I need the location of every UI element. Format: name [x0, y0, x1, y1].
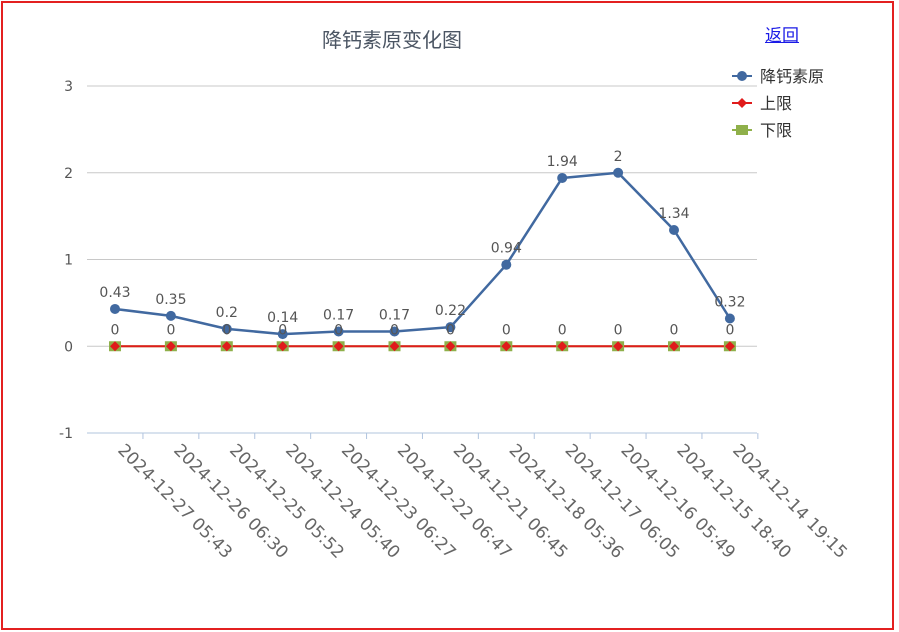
y-tick-label: -1 [59, 426, 73, 442]
data-point [333, 341, 344, 352]
data-point [389, 341, 400, 352]
data-label: 0.17 [323, 308, 354, 324]
data-label: 0.43 [99, 285, 130, 301]
y-tick-label: 3 [64, 79, 73, 95]
y-tick-label: 1 [64, 253, 73, 269]
data-label: 0 [725, 322, 734, 338]
chart-title: 降钙素原变化图 [322, 28, 462, 52]
data-point [557, 172, 568, 183]
data-point [221, 323, 232, 334]
data-label: 0.2 [216, 305, 238, 321]
data-label: 0 [278, 322, 287, 338]
data-label: 1.34 [658, 206, 689, 222]
data-label: 0 [166, 322, 175, 338]
data-label: 0 [222, 322, 231, 338]
y-axis-ticks: -1 0 1 2 3 [59, 79, 73, 442]
data-label: 1.94 [547, 154, 578, 170]
series-markers [109, 167, 736, 352]
data-label: 0.35 [155, 292, 186, 308]
data-point [277, 341, 288, 352]
data-point [613, 167, 624, 178]
legend-label: 降钙素原 [760, 67, 824, 86]
y-tick-label: 0 [64, 339, 73, 355]
data-label: 0.14 [267, 310, 298, 326]
data-label: 0 [502, 322, 511, 338]
data-point [277, 329, 288, 340]
legend-label: 上限 [760, 94, 792, 113]
data-label: 2 [614, 149, 623, 165]
data-point [557, 341, 568, 352]
data-label: 0 [390, 322, 399, 338]
data-point [165, 310, 176, 321]
data-label: 0.22 [435, 303, 466, 319]
data-point [110, 341, 120, 352]
legend-label: 下限 [760, 121, 792, 140]
data-label: 0 [111, 322, 120, 338]
data-label: 0.94 [491, 241, 522, 257]
data-label: 0 [558, 322, 567, 338]
data-label: 0 [334, 322, 343, 338]
data-point [669, 225, 679, 236]
data-label: 0 [614, 322, 623, 338]
data-point [110, 303, 120, 314]
data-point [333, 326, 344, 337]
data-point [165, 341, 176, 352]
data-label: 0 [670, 322, 679, 338]
data-point [501, 341, 512, 352]
data-point [613, 341, 624, 352]
legend-marker [737, 71, 747, 81]
data-point [501, 259, 512, 270]
data-label: 0.17 [379, 308, 410, 324]
data-point [445, 322, 456, 333]
data-point [445, 341, 456, 352]
data-label: 0 [446, 322, 455, 338]
data-point [669, 341, 679, 352]
series-line-pct [114, 171, 731, 336]
legend-marker [736, 125, 748, 135]
data-point [724, 341, 735, 352]
data-point [221, 341, 232, 352]
legend-marker [737, 98, 747, 108]
data-label: 0.32 [714, 294, 745, 310]
data-labels: 0.43 0.35 0.2 0.14 0.17 0.17 0.22 0.94 1.94 2 1.34… [99, 149, 745, 339]
back-link[interactable]: 返回 [765, 26, 799, 46]
data-point [724, 313, 735, 324]
grid-lines [87, 85, 757, 434]
y-tick-label: 2 [64, 166, 73, 182]
series-lines [114, 171, 731, 348]
data-point [389, 326, 400, 337]
